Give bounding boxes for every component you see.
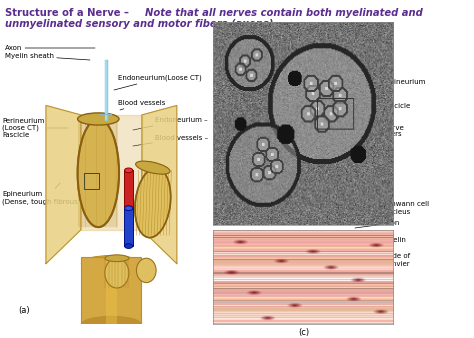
Text: Fascicle: Fascicle <box>355 103 410 120</box>
Ellipse shape <box>78 119 119 227</box>
Text: Myelin sheath: Myelin sheath <box>5 53 90 60</box>
Text: Perineurium: Perineurium <box>365 70 425 85</box>
Ellipse shape <box>82 256 141 272</box>
Polygon shape <box>142 105 177 264</box>
Text: Epineurium
(Dense, tough fibrous CT): Epineurium (Dense, tough fibrous CT) <box>2 183 92 205</box>
Text: unmyelinated sensory and motor fibers (axons): unmyelinated sensory and motor fibers (a… <box>5 19 273 29</box>
Text: Nerve
fibers: Nerve fibers <box>360 124 404 146</box>
Text: Axon: Axon <box>5 45 95 51</box>
Text: Myelin: Myelin <box>355 237 406 246</box>
Text: (c): (c) <box>298 328 309 337</box>
Text: Blood vessels –: Blood vessels – <box>133 135 208 146</box>
Text: (a): (a) <box>19 306 30 315</box>
Ellipse shape <box>125 168 133 173</box>
Bar <box>125 208 133 246</box>
Ellipse shape <box>78 113 119 125</box>
Text: Endoneurium(Loose CT): Endoneurium(Loose CT) <box>114 75 202 90</box>
Text: Node of
Ranvier: Node of Ranvier <box>355 254 410 266</box>
Text: (b): (b) <box>297 233 310 242</box>
Bar <box>106 257 117 324</box>
Ellipse shape <box>135 168 171 238</box>
Polygon shape <box>46 105 81 264</box>
Bar <box>84 173 100 189</box>
Polygon shape <box>81 115 142 230</box>
Text: Blood vessels: Blood vessels <box>118 100 165 110</box>
Bar <box>125 170 133 208</box>
Text: Schwann cell
nucleus: Schwann cell nucleus <box>355 201 429 215</box>
Ellipse shape <box>82 316 141 333</box>
Bar <box>82 257 141 324</box>
Ellipse shape <box>105 255 129 262</box>
Ellipse shape <box>137 258 156 283</box>
Ellipse shape <box>105 258 129 288</box>
Text: Structure of a Nerve –: Structure of a Nerve – <box>5 8 132 18</box>
Text: Axon: Axon <box>355 220 401 228</box>
Ellipse shape <box>125 206 133 211</box>
Text: Endoneurium –: Endoneurium – <box>133 117 208 130</box>
Ellipse shape <box>125 244 133 248</box>
Text: Note that all nerves contain both myelinated and: Note that all nerves contain both myelin… <box>145 8 423 18</box>
Ellipse shape <box>136 161 170 174</box>
Text: Perineurium
(Loose CT)
Fascicle: Perineurium (Loose CT) Fascicle <box>2 118 68 138</box>
Ellipse shape <box>125 206 133 211</box>
